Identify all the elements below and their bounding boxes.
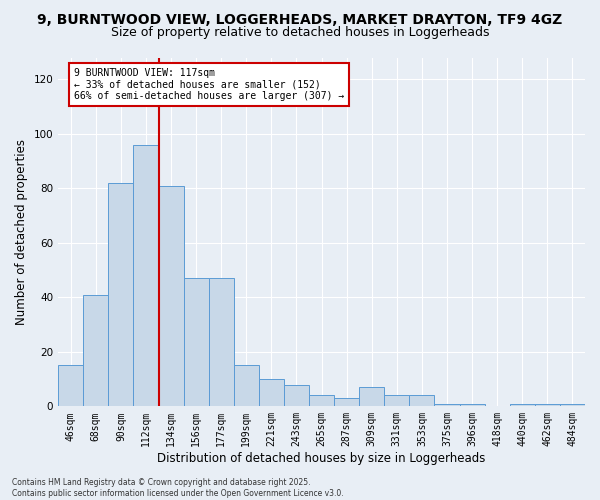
Bar [535,404,560,406]
Bar [83,294,109,406]
Bar [385,396,409,406]
Bar [259,379,284,406]
Bar [334,398,359,406]
Y-axis label: Number of detached properties: Number of detached properties [15,139,28,325]
Bar [409,396,434,406]
Bar [460,404,485,406]
Bar [560,404,585,406]
Bar [133,144,158,406]
Text: Size of property relative to detached houses in Loggerheads: Size of property relative to detached ho… [111,26,489,39]
Bar [284,384,309,406]
X-axis label: Distribution of detached houses by size in Loggerheads: Distribution of detached houses by size … [157,452,486,465]
Text: Contains HM Land Registry data © Crown copyright and database right 2025.
Contai: Contains HM Land Registry data © Crown c… [12,478,344,498]
Text: 9, BURNTWOOD VIEW, LOGGERHEADS, MARKET DRAYTON, TF9 4GZ: 9, BURNTWOOD VIEW, LOGGERHEADS, MARKET D… [37,12,563,26]
Bar [510,404,535,406]
Bar [359,388,385,406]
Bar [184,278,209,406]
Bar [109,183,133,406]
Bar [209,278,234,406]
Bar [434,404,460,406]
Bar [234,366,259,406]
Bar [58,366,83,406]
Bar [309,396,334,406]
Text: 9 BURNTWOOD VIEW: 117sqm
← 33% of detached houses are smaller (152)
66% of semi-: 9 BURNTWOOD VIEW: 117sqm ← 33% of detach… [74,68,344,101]
Bar [158,186,184,406]
